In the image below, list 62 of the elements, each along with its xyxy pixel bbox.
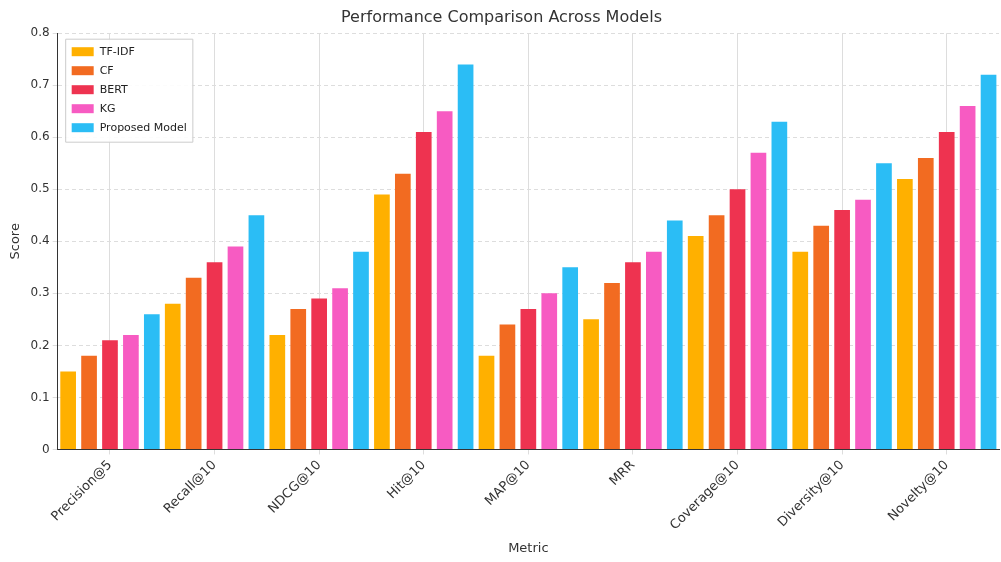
bar <box>164 303 181 449</box>
bar <box>666 220 683 449</box>
bar <box>311 298 328 449</box>
bar <box>792 251 809 449</box>
bar <box>353 251 369 449</box>
bar <box>123 334 139 449</box>
bar <box>813 225 830 449</box>
bar <box>687 236 704 449</box>
bar <box>227 246 244 449</box>
bar <box>980 74 997 449</box>
bar <box>876 163 892 449</box>
bar <box>917 158 934 449</box>
bar <box>332 288 348 449</box>
bar <box>834 210 850 449</box>
bar <box>897 178 913 449</box>
bar <box>583 319 599 449</box>
legend-label: KG <box>99 102 116 116</box>
bar <box>604 282 620 449</box>
bar <box>415 132 432 449</box>
y-tick-label: 0 <box>42 441 50 456</box>
legend-label: CF <box>99 64 114 78</box>
bar <box>708 215 725 449</box>
bar <box>394 173 411 449</box>
bar <box>206 262 223 449</box>
chart-title: Performance Comparison Across Models <box>341 6 662 26</box>
bar <box>478 355 495 449</box>
bar <box>499 324 516 449</box>
legend-label: TF-IDF <box>98 45 135 59</box>
legend-label: BERT <box>99 83 129 97</box>
y-tick-label: 0.7 <box>30 77 50 92</box>
bar <box>959 106 976 449</box>
bar <box>646 251 662 449</box>
bar <box>938 132 955 449</box>
y-axis-title: Score <box>7 223 23 260</box>
bar <box>248 215 265 449</box>
bar <box>625 262 641 449</box>
bar <box>562 267 579 449</box>
bar <box>374 194 390 449</box>
bar <box>520 308 537 449</box>
bar <box>60 371 76 449</box>
y-tick-label: 0.5 <box>30 181 50 196</box>
bar <box>771 121 788 449</box>
y-tick-label: 0.4 <box>30 233 50 248</box>
y-tick-label: 0.8 <box>30 25 50 40</box>
bar <box>269 334 286 449</box>
y-tick-label: 0.6 <box>30 129 50 144</box>
bar <box>102 340 118 449</box>
x-axis-title: Metric <box>508 539 549 555</box>
legend-label: Proposed Model <box>99 121 187 135</box>
bar <box>143 314 160 449</box>
bar <box>457 64 474 449</box>
bar <box>185 277 202 449</box>
bar <box>729 189 746 449</box>
bar <box>855 199 871 449</box>
y-tick-label: 0.3 <box>30 285 50 300</box>
bar <box>750 152 767 449</box>
bar <box>81 355 97 449</box>
bar <box>290 308 307 449</box>
bar <box>436 111 453 449</box>
y-tick-label: 0.1 <box>30 389 50 404</box>
y-tick-label: 0.2 <box>30 337 50 352</box>
bar <box>541 293 558 449</box>
